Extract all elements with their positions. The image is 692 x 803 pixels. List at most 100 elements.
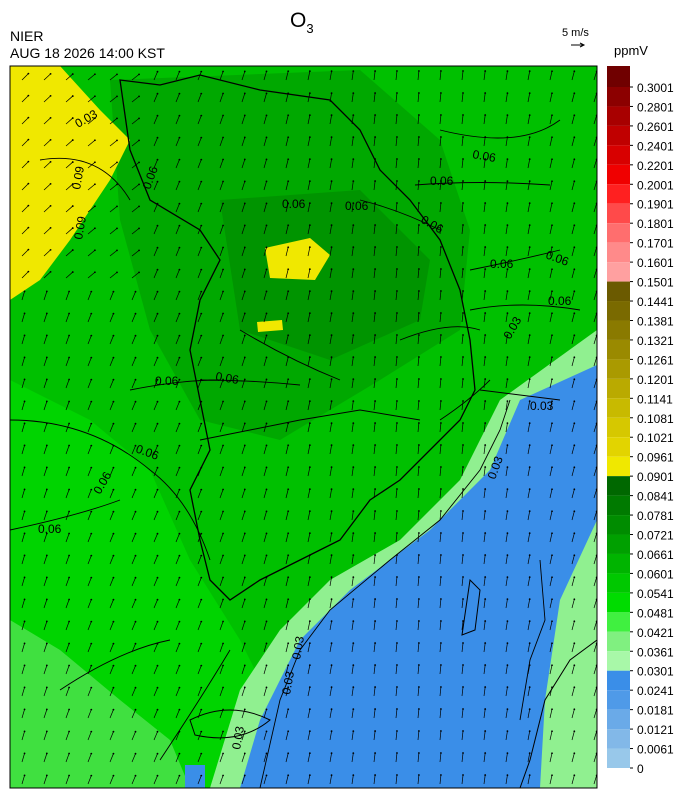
- wind-arrow: [153, 467, 158, 477]
- wind-arrow: [21, 249, 29, 257]
- wind-head: [243, 268, 246, 271]
- wind-arrow: [43, 313, 48, 323]
- wind-head: [134, 290, 137, 293]
- colorbar-swatch: [607, 281, 630, 302]
- wind-head: [506, 730, 509, 733]
- colorbar-swatch: [607, 456, 630, 477]
- wind-arrow: [329, 445, 332, 455]
- wind-arrow: [373, 225, 376, 235]
- wind-arrow: [285, 313, 289, 323]
- wind-arrow: [175, 555, 180, 565]
- wind-arrow: [395, 775, 398, 785]
- wind-head: [418, 642, 420, 644]
- wind-head: [440, 224, 442, 226]
- wind-head: [374, 356, 377, 358]
- wind-arrow: [21, 467, 25, 477]
- wind-arrow: [593, 533, 597, 543]
- wind-arrow: [109, 577, 114, 587]
- wind-head: [528, 620, 531, 623]
- wind-arrow: [417, 511, 420, 521]
- wind-arrow: [43, 533, 48, 543]
- wind-head: [200, 510, 203, 513]
- wind-head: [573, 224, 576, 227]
- wind-head: [462, 356, 464, 358]
- wind-arrow: [263, 533, 267, 543]
- wind-head: [265, 356, 268, 359]
- wind-head: [352, 444, 355, 446]
- wind-arrow: [351, 357, 354, 367]
- wind-arrow: [87, 379, 92, 389]
- wind-head: [418, 664, 420, 666]
- wind-arrow: [307, 115, 311, 125]
- wind-head: [71, 117, 74, 119]
- map: 0.030.090.090.060.06 0.060.060.060.060.06…: [9, 65, 598, 789]
- wind-arrow: [241, 445, 246, 455]
- wind-head: [352, 70, 355, 72]
- wind-head: [138, 73, 140, 76]
- wind-arrow: [109, 467, 114, 477]
- wind-arrow: [571, 247, 575, 257]
- wind-head: [440, 466, 442, 468]
- wind-arrow: [351, 753, 354, 763]
- wind-head: [462, 70, 464, 72]
- wind-arrow: [527, 511, 531, 521]
- wind-arrow: [263, 577, 267, 587]
- wind-head: [265, 202, 268, 205]
- wind-head: [374, 576, 377, 578]
- wind-head: [551, 246, 553, 249]
- wind-arrow: [197, 335, 202, 345]
- agency: NIER: [10, 28, 43, 44]
- wind-head: [551, 664, 553, 667]
- wind-arrow: [505, 401, 508, 411]
- colorbar-swatch: [607, 534, 630, 554]
- wind-head: [287, 488, 290, 491]
- wind-head: [484, 686, 487, 688]
- wind-head: [243, 422, 246, 425]
- wind-arrow: [87, 775, 92, 785]
- wind-arrow: [549, 291, 553, 301]
- wind-head: [418, 422, 420, 424]
- wind-arrow: [351, 247, 354, 257]
- wind-arrow: [241, 555, 246, 565]
- wind-arrow: [483, 115, 486, 125]
- wind-head: [178, 136, 181, 139]
- wind-arrow: [527, 731, 531, 741]
- wind-arrow: [65, 313, 70, 323]
- wind-head: [551, 290, 553, 293]
- wind-head: [178, 92, 181, 95]
- wind-head: [68, 752, 70, 755]
- wind-head: [134, 730, 137, 733]
- wind-head: [200, 774, 203, 777]
- field-yellow-nw: [10, 66, 130, 300]
- wind-arrow: [351, 731, 354, 741]
- wind-arrow: [593, 335, 597, 345]
- wind-arrow: [65, 249, 73, 257]
- wind-arrow: [549, 621, 553, 631]
- wind-arrow: [131, 731, 136, 741]
- wind-arrow: [593, 511, 597, 521]
- wind-head: [573, 444, 576, 447]
- wind-arrow: [505, 93, 508, 103]
- wind-head: [49, 72, 52, 75]
- wind-head: [573, 180, 576, 183]
- wind-head: [45, 598, 48, 601]
- wind-arrow: [593, 489, 597, 499]
- wind-head: [551, 136, 553, 139]
- wind-head: [23, 642, 26, 645]
- wind-arrow: [307, 555, 311, 565]
- wind-arrow: [505, 775, 508, 785]
- wind-head: [222, 774, 224, 777]
- wind-head: [200, 708, 203, 711]
- wind-arrow: [373, 247, 376, 257]
- wind-arrow: [21, 183, 29, 191]
- colorbar-label: 0.0781: [637, 509, 674, 523]
- wind-arrow: [87, 161, 96, 169]
- wind-head: [528, 400, 531, 403]
- wind-arrow: [87, 313, 92, 323]
- wind-head: [506, 598, 509, 601]
- wind-arrow: [43, 753, 48, 763]
- wind-arrow: [43, 599, 48, 609]
- wind-head: [330, 532, 333, 535]
- wind-head: [374, 334, 377, 336]
- wind-head: [551, 224, 553, 227]
